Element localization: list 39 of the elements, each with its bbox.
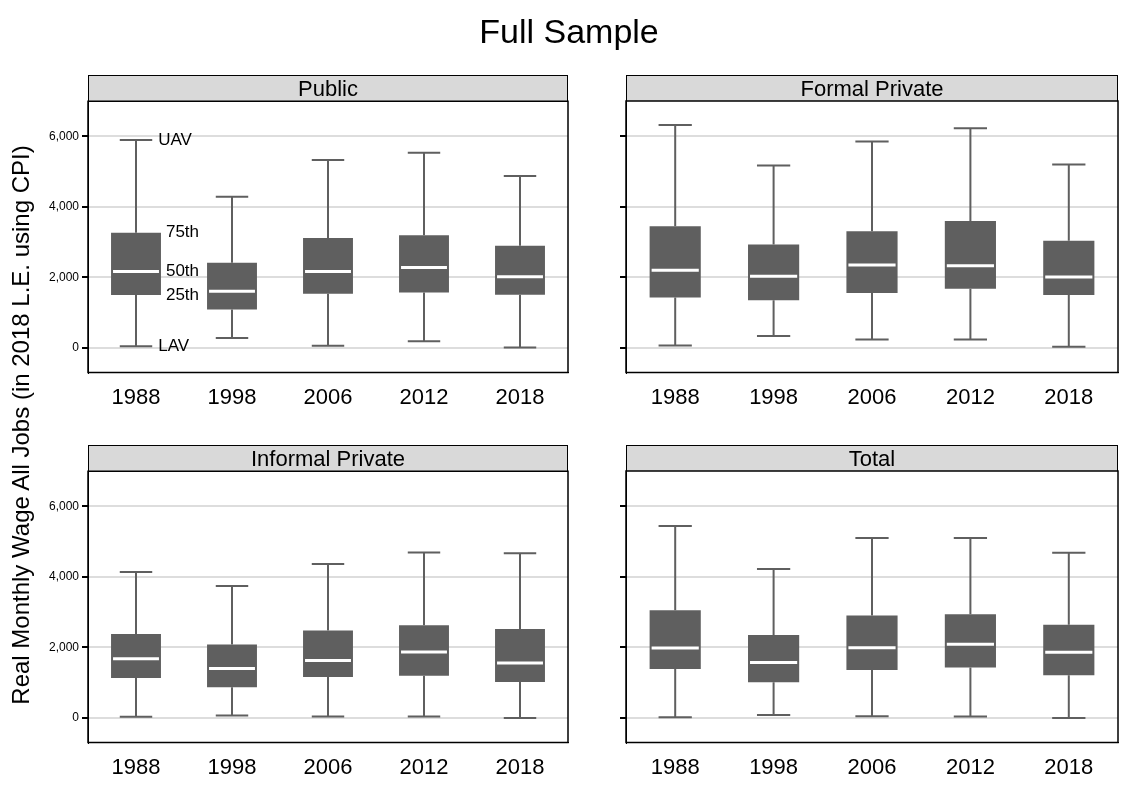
y-tick-label: 4,000: [48, 199, 80, 214]
y-tick-label: 2,000: [48, 269, 80, 284]
x-tick-label: 2006: [847, 753, 897, 779]
y-tick-label: 0: [72, 340, 80, 355]
x-tick-label: 2012: [399, 753, 449, 779]
y-tick-label: 0: [72, 710, 80, 725]
x-tick-label: 2012: [945, 383, 995, 409]
x-tick-label: 1998: [749, 383, 799, 409]
x-tick-label: 2006: [303, 383, 353, 409]
x-tick-label: 1988: [650, 383, 700, 409]
annotation: 75th: [165, 222, 200, 242]
x-tick-label: 2006: [303, 753, 353, 779]
x-tick-label: 1988: [111, 383, 161, 409]
x-tick-label: 2012: [945, 753, 995, 779]
x-tick-label: 1988: [111, 753, 161, 779]
y-tick-label: 2,000: [48, 639, 80, 654]
x-tick-label: 1998: [207, 753, 257, 779]
x-tick-label: 1988: [650, 753, 700, 779]
chart-title: Informal Private: [88, 445, 568, 471]
chart-title: Formal Private: [626, 75, 1118, 101]
x-tick-label: 2018: [495, 383, 545, 409]
annotation: 50th: [165, 261, 200, 281]
chart-title: Public: [88, 75, 568, 101]
x-tick-label: 1998: [749, 753, 799, 779]
chart-subtitle: Full Sample: [478, 12, 660, 51]
y-tick-label: 6,000: [48, 498, 80, 513]
annotation: UAV: [158, 129, 193, 149]
annotation: LAV: [158, 335, 190, 355]
annotation: 25th: [165, 284, 200, 304]
y-tick-label: 6,000: [48, 128, 80, 143]
y-axis-title: Real Monthly Wage All Jobs (in 2018 L.E. using CPI): [7, 145, 35, 705]
y-tick-label: 4,000: [48, 569, 80, 584]
chart-title: Total: [626, 445, 1118, 471]
x-tick-label: 2018: [495, 753, 545, 779]
x-tick-label: 2006: [847, 383, 897, 409]
x-tick-label: 1998: [207, 383, 257, 409]
x-tick-label: 2018: [1044, 383, 1094, 409]
x-tick-label: 2012: [399, 383, 449, 409]
x-tick-label: 2018: [1044, 753, 1094, 779]
